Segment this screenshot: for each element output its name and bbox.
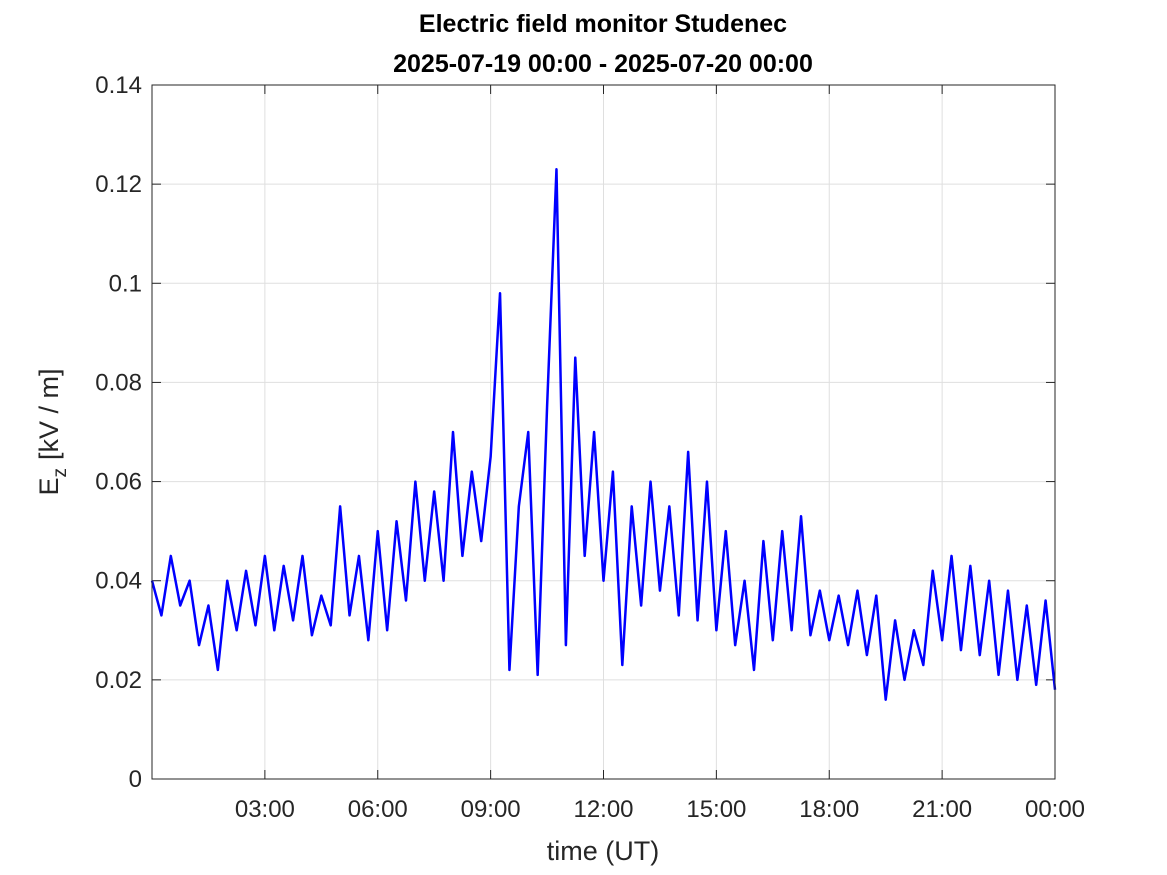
y-label-unit: [kV / m] xyxy=(34,368,64,460)
y-tick-label: 0.06 xyxy=(95,469,142,496)
y-tick-label: 0.12 xyxy=(95,171,142,198)
x-tick-label: 03:00 xyxy=(235,796,295,823)
x-tick-label: 21:00 xyxy=(912,796,972,823)
data-line xyxy=(150,168,1057,701)
y-tick-label: 0.14 xyxy=(95,72,142,99)
x-axis-label: time (UT) xyxy=(547,836,659,866)
axes-box xyxy=(151,84,1056,780)
y-label-main: E xyxy=(34,478,64,496)
x-tick-label: 15:00 xyxy=(686,796,746,823)
y-tick-label: 0.1 xyxy=(109,270,142,297)
y-tick-label: 0.08 xyxy=(95,369,142,396)
x-tick-label: 12:00 xyxy=(573,796,633,823)
x-tick-label: 00:00 xyxy=(1025,796,1085,823)
x-tick-label: 09:00 xyxy=(461,796,521,823)
chart-subtitle: 2025-07-19 00:00 - 2025-07-20 00:00 xyxy=(393,50,813,78)
y-axis-label: Ez [kV / m] xyxy=(34,368,71,495)
x-tick-label: 18:00 xyxy=(799,796,859,823)
y-tick-label: 0 xyxy=(129,766,142,793)
y-tick-label: 0.04 xyxy=(95,568,142,595)
x-tick-label: 06:00 xyxy=(348,796,408,823)
y-tick-label: 0.02 xyxy=(95,667,142,694)
chart-title: Electric field monitor Studenec xyxy=(419,10,787,38)
y-label-sub: z xyxy=(50,468,71,478)
